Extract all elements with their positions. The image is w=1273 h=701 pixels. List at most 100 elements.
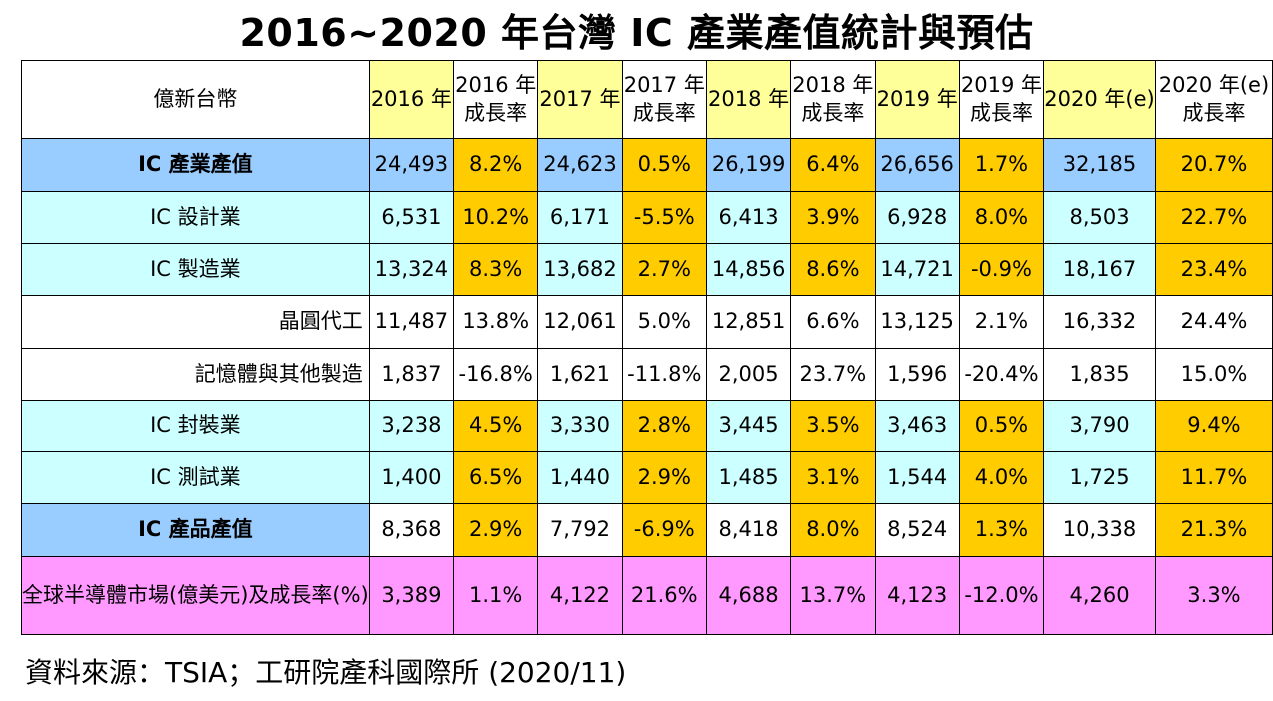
column-header-growth: 成長率 bbox=[969, 100, 1033, 125]
row-ic-design: IC 設計業 6,531 10.2% 6,171 -5.5% 6,413 3.9% 6,928… bbox=[21, 191, 1273, 244]
growth-cell: -12.0% bbox=[958, 556, 1045, 635]
value-cell: 1,725 bbox=[1043, 451, 1156, 504]
value-cell: 6,531 bbox=[368, 191, 455, 244]
value-cell: 10,338 bbox=[1043, 503, 1156, 557]
value-cell: 3,463 bbox=[874, 400, 960, 452]
row-global-market: 全球半導體市場(億美元)及成長率(%) 3,389 1.1% 4,122 21.6% 4,… bbox=[21, 556, 1273, 635]
column-header: 2017 年 bbox=[537, 60, 623, 139]
growth-cell: 1.3% bbox=[958, 503, 1045, 557]
growth-cell: 2.1% bbox=[958, 295, 1045, 349]
value-cell: 1,835 bbox=[1043, 348, 1156, 401]
column-header: 2020 年(e) 成長率 bbox=[1154, 60, 1273, 139]
row-ic-manufacturing: IC 製造業 13,324 8.3% 13,682 2.7% 14,856 8.6% 14,7… bbox=[21, 243, 1273, 296]
row-memory-other: 記憶體與其他製造 1,837 -16.8% 1,621 -11.8% 2,005 23.7%… bbox=[21, 348, 1273, 401]
growth-cell: 13.8% bbox=[453, 295, 539, 349]
value-cell: 1,544 bbox=[874, 451, 960, 504]
growth-cell: 3.3% bbox=[1154, 556, 1273, 635]
growth-cell: 6.5% bbox=[453, 451, 539, 504]
growth-cell: 21.3% bbox=[1154, 503, 1273, 557]
column-header-growth: 成長率 bbox=[632, 100, 696, 125]
column-header-year: 2019 年 bbox=[876, 86, 958, 111]
column-header-year: 2017 年 bbox=[623, 73, 705, 98]
value-cell: 32,185 bbox=[1043, 138, 1156, 192]
header-row: 億新台幣 2016 年 2016 年成長率 2017 年 2017 年成長率 2018 年… bbox=[21, 60, 1273, 139]
growth-cell: 8.3% bbox=[453, 243, 539, 296]
row-label: 晶圓代工 bbox=[21, 295, 370, 349]
value-cell: 8,503 bbox=[1043, 191, 1156, 244]
growth-cell: 2.9% bbox=[621, 451, 707, 504]
value-cell: 13,125 bbox=[874, 295, 960, 349]
row-ic-testing: IC 測試業 1,400 6.5% 1,440 2.9% 1,485 3.1% 1,544 4.… bbox=[21, 451, 1273, 504]
value-cell: 12,061 bbox=[537, 295, 623, 349]
value-cell: 1,440 bbox=[537, 451, 623, 504]
growth-cell: 8.6% bbox=[790, 243, 876, 296]
growth-cell: 4.0% bbox=[958, 451, 1045, 504]
value-cell: 7,792 bbox=[537, 503, 623, 557]
value-cell: 3,238 bbox=[368, 400, 455, 452]
growth-cell: 1.7% bbox=[958, 138, 1045, 192]
row-label: 記憶體與其他製造 bbox=[21, 348, 370, 401]
growth-cell: -11.8% bbox=[621, 348, 707, 401]
growth-cell: 0.5% bbox=[958, 400, 1045, 452]
value-cell: 26,656 bbox=[874, 138, 960, 192]
value-cell: 1,837 bbox=[368, 348, 455, 401]
column-header-year: 2018 年 bbox=[792, 73, 874, 98]
column-header: 2016 年成長率 bbox=[453, 60, 539, 139]
column-header: 2020 年(e) bbox=[1043, 60, 1156, 139]
column-header-year: 2016 年 bbox=[370, 86, 452, 111]
value-cell: 6,171 bbox=[537, 191, 623, 244]
value-cell: 16,332 bbox=[1043, 295, 1156, 349]
growth-cell: 4.5% bbox=[453, 400, 539, 452]
column-header-growth: 成長率 bbox=[464, 100, 528, 125]
ic-output-table: 億新台幣 2016 年 2016 年成長率 2017 年 2017 年成長率 2018 年… bbox=[21, 60, 1273, 635]
column-header-year: 2017 年 bbox=[539, 86, 621, 111]
growth-cell: 6.4% bbox=[790, 138, 876, 192]
growth-cell: 8.0% bbox=[958, 191, 1045, 244]
row-ic-packaging: IC 封裝業 3,238 4.5% 3,330 2.8% 3,445 3.5% 3,463 0.… bbox=[21, 400, 1273, 452]
growth-cell: 3.1% bbox=[790, 451, 876, 504]
value-cell: 8,368 bbox=[368, 503, 455, 557]
growth-cell: 5.0% bbox=[621, 295, 707, 349]
value-cell: 8,418 bbox=[705, 503, 792, 557]
value-cell: 13,682 bbox=[537, 243, 623, 296]
value-cell: 11,487 bbox=[368, 295, 455, 349]
growth-cell: 2.8% bbox=[621, 400, 707, 452]
value-cell: 1,621 bbox=[537, 348, 623, 401]
growth-cell: -6.9% bbox=[621, 503, 707, 557]
column-header: 2019 年 bbox=[874, 60, 960, 139]
growth-cell: 3.9% bbox=[790, 191, 876, 244]
column-header: 2018 年 bbox=[705, 60, 792, 139]
growth-cell: 8.0% bbox=[790, 503, 876, 557]
value-cell: 12,851 bbox=[705, 295, 792, 349]
value-cell: 13,324 bbox=[368, 243, 455, 296]
growth-cell: 8.2% bbox=[453, 138, 539, 192]
value-cell: 14,721 bbox=[874, 243, 960, 296]
value-cell: 8,524 bbox=[874, 503, 960, 557]
value-cell: 3,330 bbox=[537, 400, 623, 452]
value-cell: 4,123 bbox=[874, 556, 960, 635]
growth-cell: 15.0% bbox=[1154, 348, 1273, 401]
row-ic-industry-total: IC 產業產值 24,493 8.2% 24,623 0.5% 26,199 6.4% 26,… bbox=[21, 138, 1273, 192]
growth-cell: 21.6% bbox=[621, 556, 707, 635]
value-cell: 18,167 bbox=[1043, 243, 1156, 296]
value-cell: 6,413 bbox=[705, 191, 792, 244]
value-cell: 1,485 bbox=[705, 451, 792, 504]
column-header-year: 2016 年 bbox=[455, 73, 537, 98]
value-cell: 24,493 bbox=[368, 138, 455, 192]
value-cell: 4,122 bbox=[537, 556, 623, 635]
growth-cell: 10.2% bbox=[453, 191, 539, 244]
row-label: IC 封裝業 bbox=[21, 400, 370, 452]
growth-cell: 24.4% bbox=[1154, 295, 1273, 349]
row-label: IC 測試業 bbox=[21, 451, 370, 504]
row-label: IC 設計業 bbox=[21, 191, 370, 244]
value-cell: 2,005 bbox=[705, 348, 792, 401]
value-cell: 1,400 bbox=[368, 451, 455, 504]
growth-cell: 6.6% bbox=[790, 295, 876, 349]
growth-cell: 23.7% bbox=[790, 348, 876, 401]
source-note: 資料來源：TSIA；工研院產科國際所 (2020/11) bbox=[25, 656, 627, 689]
growth-cell: 20.7% bbox=[1154, 138, 1273, 192]
column-header-year: 2019 年 bbox=[960, 73, 1043, 98]
column-header: 2019 年成長率 bbox=[958, 60, 1045, 139]
growth-cell: 2.7% bbox=[621, 243, 707, 296]
value-cell: 3,445 bbox=[705, 400, 792, 452]
